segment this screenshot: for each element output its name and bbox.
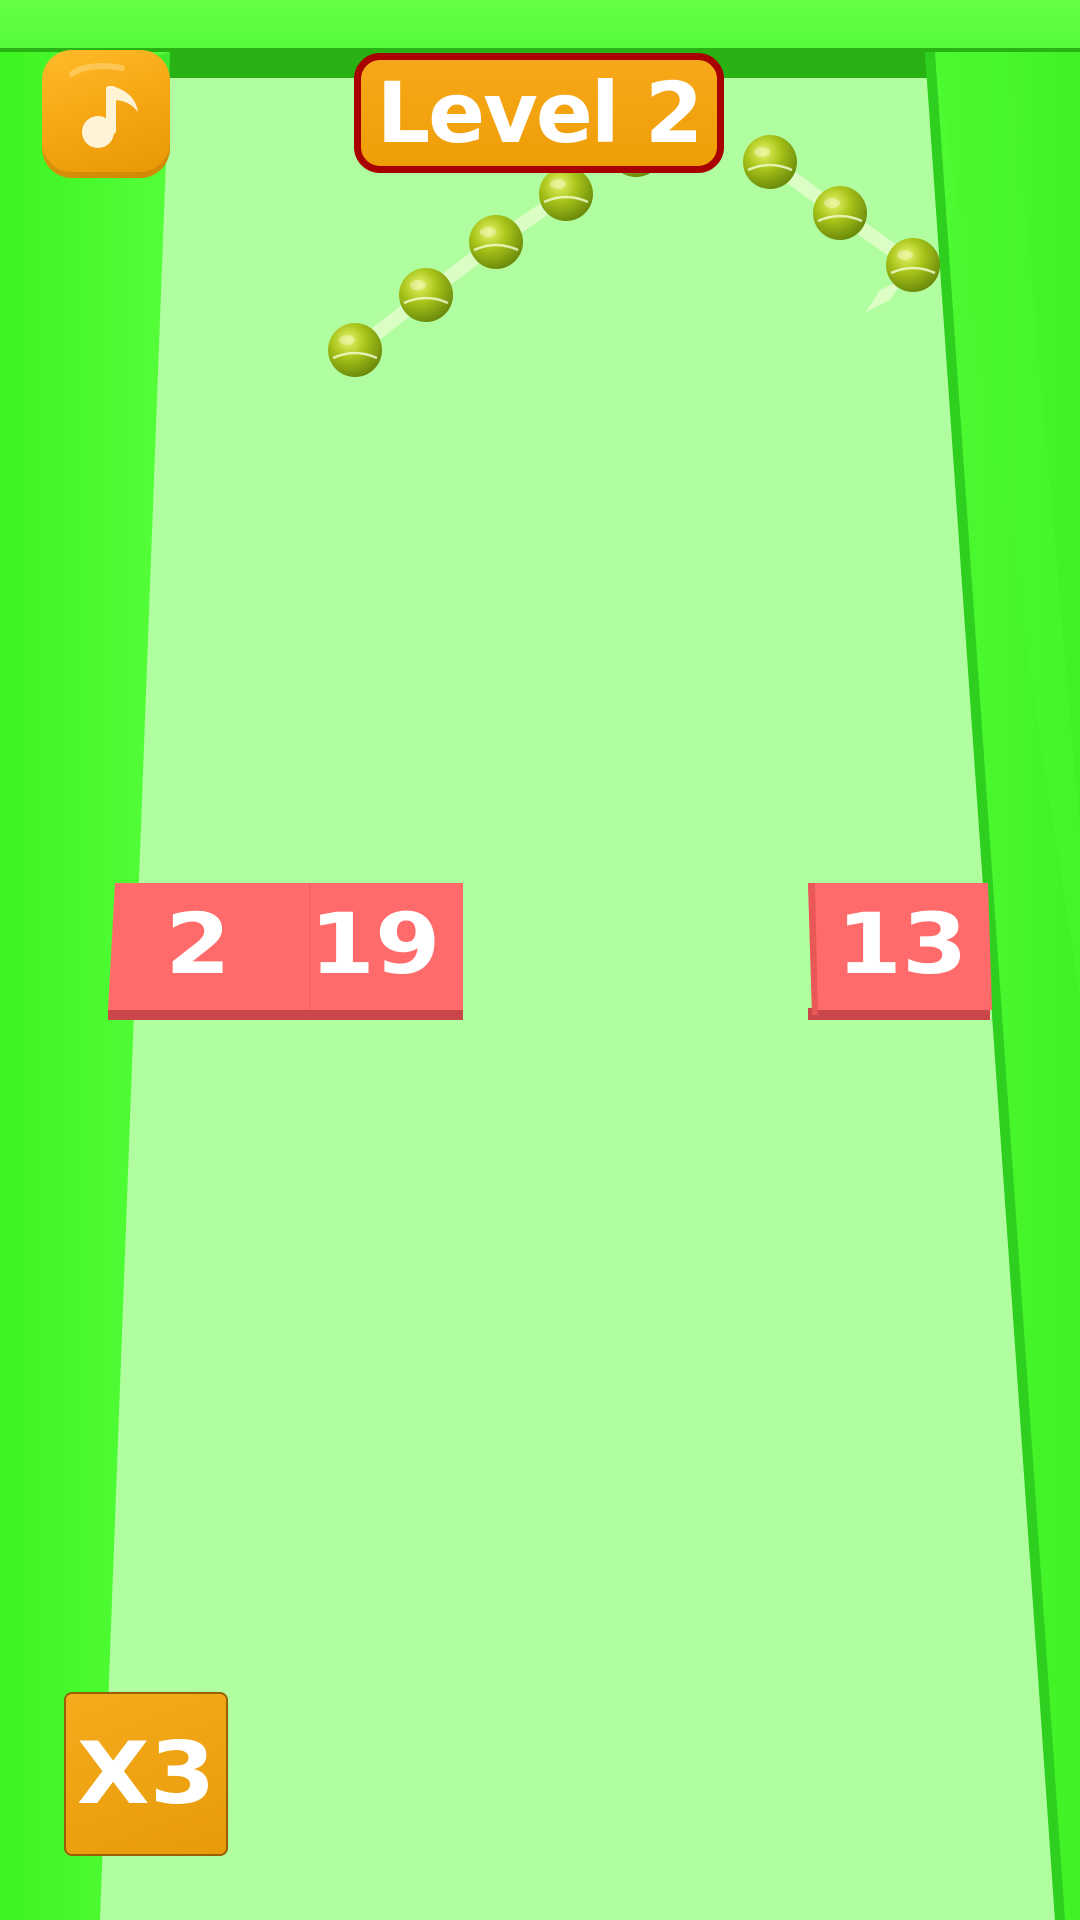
- block-value: 2: [165, 895, 231, 993]
- ball-trail: [866, 278, 905, 312]
- tennis-ball: [813, 186, 867, 240]
- top-wall: [0, 0, 1080, 52]
- tennis-ball: [399, 268, 453, 322]
- right-wall-top-face: [935, 52, 1080, 1000]
- tennis-ball: [539, 167, 593, 221]
- left-wall: [0, 52, 170, 1920]
- tennis-ball: [886, 238, 940, 292]
- block-value: 13: [836, 895, 968, 993]
- block-value: 19: [309, 895, 441, 993]
- tennis-ball: [469, 215, 523, 269]
- tennis-ball: [743, 135, 797, 189]
- block-left: [108, 883, 463, 1010]
- level-badge: Level 2: [354, 53, 724, 173]
- level-label: Level 2: [376, 64, 704, 162]
- block-shadow-left: [108, 1008, 463, 1020]
- tennis-ball: [328, 323, 382, 377]
- music-note-icon: [69, 63, 138, 148]
- right-wall-inner-face: [925, 52, 1065, 1920]
- multiplier-button[interactable]: X3: [64, 1692, 228, 1856]
- block-shadow-right: [808, 1008, 990, 1020]
- multiplier-label: X3: [76, 1724, 216, 1824]
- block-right: [808, 883, 992, 1010]
- music-toggle-button[interactable]: [42, 50, 170, 178]
- block-right-edge: [808, 883, 818, 1015]
